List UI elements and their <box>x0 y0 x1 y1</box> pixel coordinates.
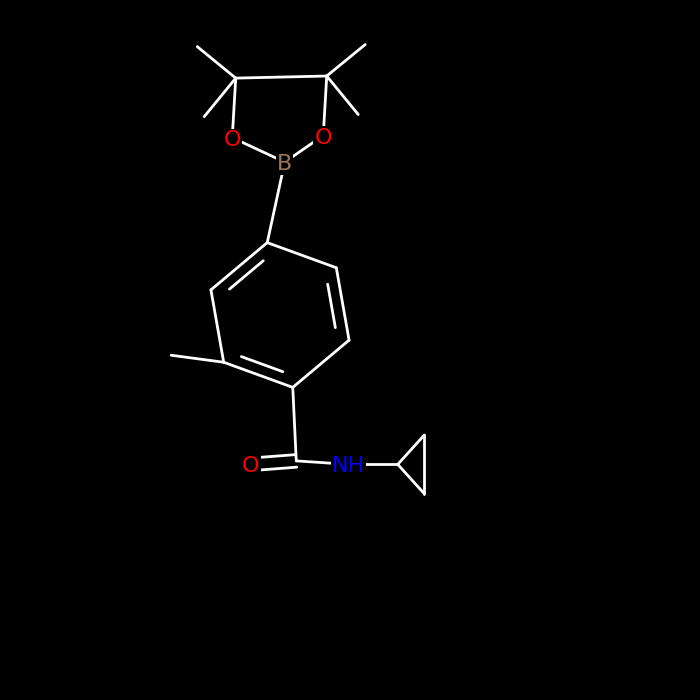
Text: O: O <box>314 127 332 148</box>
Text: NH: NH <box>332 456 365 477</box>
Text: O: O <box>242 456 260 477</box>
Text: O: O <box>223 130 241 150</box>
Text: B: B <box>277 154 293 174</box>
